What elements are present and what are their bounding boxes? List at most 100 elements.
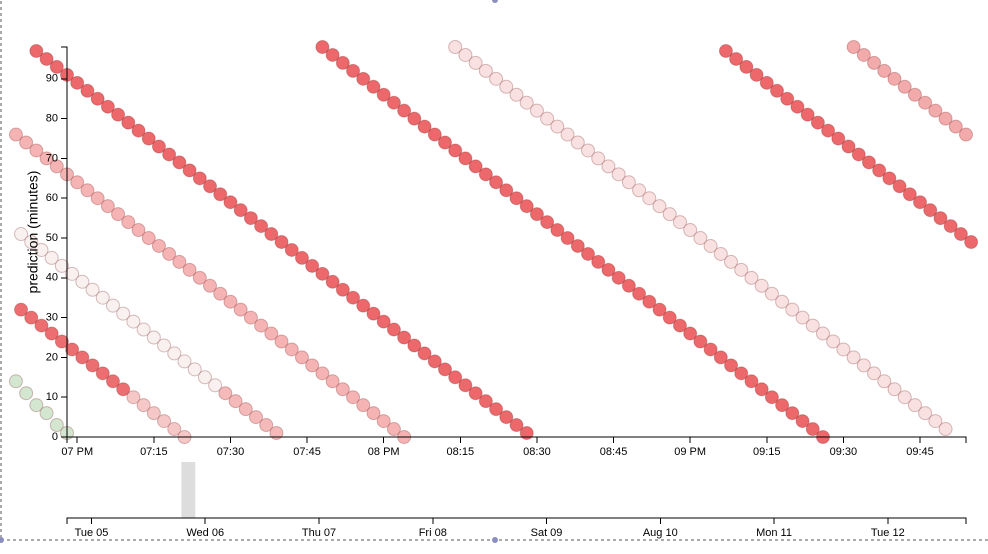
data-point [897,390,912,405]
data-point [39,51,54,66]
data-point [223,195,238,210]
data-point [238,402,253,417]
brush-extent[interactable] [181,462,196,518]
data-point [126,390,141,405]
data-point [907,87,922,102]
data-point [724,254,739,269]
data-point [376,414,391,429]
data-point [662,310,677,325]
data-point [203,278,218,293]
data-point [489,402,504,417]
data-point [923,203,938,218]
data-point [805,422,820,437]
data-point [274,235,289,249]
data-point [744,374,759,389]
data-point [509,418,524,433]
data-point [724,358,739,373]
data-point [75,274,90,289]
data-point [489,175,504,190]
data-point [570,135,585,150]
data-point [264,227,279,242]
data-point [197,370,212,385]
context-tick-label: Sat 09 [531,527,563,539]
data-point [519,95,534,110]
data-point [703,238,718,253]
y-tick-label: 50 [46,232,58,244]
y-tick-label: 90 [46,73,58,85]
data-point [790,99,805,114]
data-point [54,258,69,273]
data-point [775,294,790,309]
data-point [856,358,871,373]
data-point [80,183,95,198]
data-point [764,390,779,405]
data-point [826,334,841,349]
selection-handle[interactable] [492,0,498,3]
data-point [34,242,49,257]
selection-handle[interactable] [492,537,498,543]
selection-handle[interactable] [0,537,4,543]
data-point [315,40,330,54]
data-point [581,246,596,261]
data-point [95,290,110,305]
data-point [448,143,463,158]
data-point [713,350,728,365]
data-point [856,47,871,62]
data-point [913,195,928,210]
data-point [437,362,452,377]
data-point [335,382,350,397]
data-point [70,75,85,90]
data-point [233,203,248,218]
data-point [754,278,769,293]
data-point [151,139,166,154]
data-point [75,350,90,365]
data-point [172,254,187,269]
y-tick-label: 40 [46,272,58,284]
data-point [739,59,754,74]
data-point [892,179,907,194]
context-tick-label: Tue 12 [871,527,905,539]
y-tick-label: 30 [46,312,58,324]
data-point [478,394,493,409]
data-point [928,103,943,118]
data-point [729,51,744,66]
data-point [693,334,708,349]
data-point [386,422,401,437]
y-tick-label: 80 [46,113,58,125]
data-point [116,306,131,321]
data-point [366,406,381,421]
data-point [172,155,187,170]
data-point [284,342,299,357]
context-tick-label: Wed 06 [186,527,224,539]
data-point [683,223,698,238]
data-point [34,318,49,333]
data-point [642,191,657,206]
data-point [601,159,616,174]
data-point [642,294,657,309]
data-point [386,95,401,110]
data-point [29,398,44,413]
data-point [376,314,391,329]
data-point [749,67,764,82]
data-point [167,422,182,437]
data-point [19,386,34,401]
data-point [448,370,463,385]
data-point [938,111,953,126]
data-point [407,338,422,353]
data-point [407,111,422,126]
data-point [105,374,120,389]
data-point [182,163,197,178]
context-tick-label: Aug 10 [643,527,678,539]
context-tick-label: Thu 07 [302,527,336,539]
data-point [458,47,473,62]
data-point [591,151,606,166]
data-point [376,87,391,102]
data-point [269,426,284,441]
data-point [85,358,100,373]
data-point [356,298,371,313]
data-point [519,426,534,441]
data-point [146,330,161,345]
data-point [90,91,105,106]
data-point [468,386,483,401]
x-tick-label: 08:30 [523,446,551,458]
